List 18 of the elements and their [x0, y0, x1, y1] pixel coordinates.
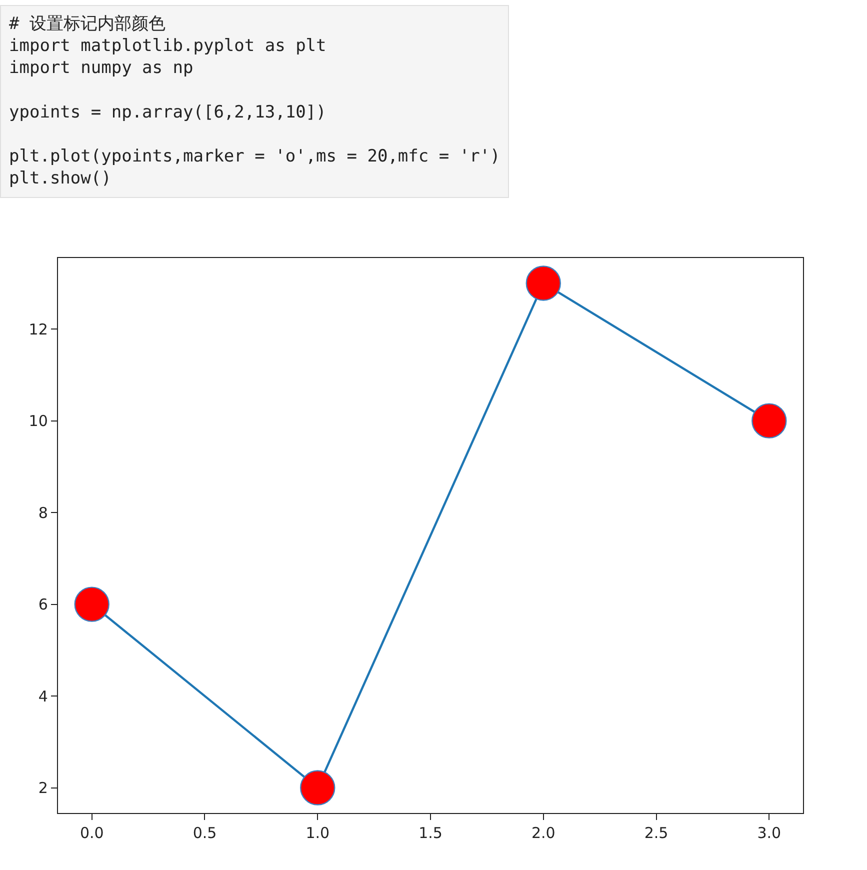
x-tick-label: 3.0 [757, 824, 782, 842]
y-tick-label: 8 [38, 504, 48, 522]
x-tick-label: 0.5 [192, 824, 217, 842]
x-tick-label: 1.5 [418, 824, 442, 842]
y-tick-label: 4 [38, 687, 48, 706]
y-tick-label: 6 [38, 596, 48, 614]
point [752, 403, 787, 438]
x-tick-label: 2.5 [644, 824, 668, 842]
y-tick-label: 10 [28, 412, 48, 430]
x-tick-label: 2.0 [531, 824, 556, 842]
x-tick-label: 1.0 [306, 824, 330, 842]
y-tick-label: 2 [38, 779, 48, 798]
y-tick-label: 12 [28, 320, 48, 338]
text: # 设置标记内部颜色 import matplotlib.pyplot as plt import numpy as np ypoints = np.array([6,2,13,10]) plt.plot(ypoints,marker = 'o',ms = 20,mfc = 'r') plt.show() [9, 14, 500, 189]
x-tick-label: 0.0 [80, 824, 104, 842]
point [74, 586, 110, 622]
point [526, 266, 561, 301]
point [300, 770, 336, 806]
